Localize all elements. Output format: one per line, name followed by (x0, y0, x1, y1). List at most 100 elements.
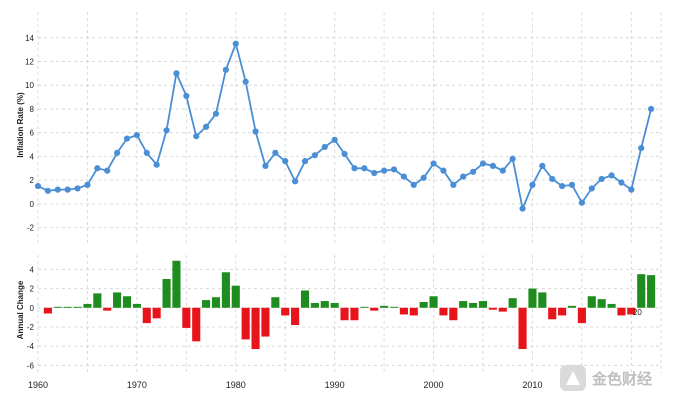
inflation-line (37, 40, 652, 212)
annual-change-bar (567, 305, 577, 308)
annual-change-bar (113, 292, 122, 308)
annual-change-bar (202, 300, 211, 308)
watermark-text: 金色财经 (591, 370, 652, 388)
annual-change-bar (162, 278, 171, 308)
inflation-point (193, 133, 200, 140)
grid-lines (37, 12, 662, 373)
annual-change-bar (577, 307, 586, 324)
x-tick-label: 2010 (522, 380, 542, 390)
annual-change-bar (587, 296, 596, 308)
inflation-point (351, 165, 358, 172)
inflation-point (212, 110, 220, 117)
annual-change-y-tick-label: -6 (27, 361, 35, 370)
annual-change-bar (330, 302, 339, 308)
annual-change-bar (380, 305, 389, 308)
inflation-point (331, 136, 338, 143)
annual-change-bar (558, 307, 567, 316)
annual-change-bar (122, 296, 132, 308)
inflation-point (479, 160, 487, 167)
inflation-point (183, 92, 190, 100)
annual-change-bar (647, 275, 656, 308)
inflation-point (301, 158, 309, 165)
inflation-point (163, 127, 170, 134)
annual-change-bar (617, 307, 626, 316)
inflation-point (410, 181, 417, 188)
annual-change-bar (211, 297, 221, 308)
annual-change-bar (53, 306, 62, 308)
annual-change-bar (409, 307, 418, 316)
annual-change-bar (627, 307, 636, 315)
annual-change-bar (597, 299, 606, 308)
x-tick-label: 1990 (325, 380, 345, 390)
annual-change-bar (459, 301, 468, 308)
inflation-point (321, 143, 328, 151)
annual-change-bar (439, 307, 448, 316)
annual-change-bar (281, 307, 290, 316)
inflation-point (341, 150, 348, 158)
annual-change-bar (93, 293, 102, 308)
annual-change-bar (132, 303, 141, 308)
inflation-point (430, 160, 437, 167)
inflation-point (499, 167, 506, 174)
inflation-point (648, 105, 655, 113)
inflation-point (549, 175, 556, 183)
inflation-point (400, 173, 407, 180)
inflation-y-tick-label: 10 (25, 81, 34, 90)
annual-change-bar (43, 307, 52, 314)
inflation-point (84, 181, 91, 188)
annual-change-y-label: Annual Change (16, 280, 25, 339)
x-tick-label: 1960 (28, 380, 48, 390)
inflation-y-label: Inflation Rate (%) (16, 92, 25, 158)
annual-change-bar (478, 301, 488, 308)
annual-change-bar (360, 306, 369, 308)
annual-change-bar (152, 307, 161, 319)
annual-change-bar (73, 306, 82, 308)
annual-change-bar (182, 307, 191, 328)
x-tick-label-partial: 20 (633, 308, 642, 317)
annual-change-bar (142, 307, 151, 324)
inflation-point (381, 167, 388, 174)
inflation-y-tick-label: 4 (30, 152, 35, 161)
annual-change-y-ticks: -6 -4 -2 0 2 4 (27, 265, 35, 370)
annual-change-bar (63, 306, 72, 308)
x-tick-label: 1970 (127, 380, 147, 390)
inflation-y-tick-label: -2 (27, 224, 35, 233)
annual-change-bar (607, 303, 616, 308)
inflation-point (34, 182, 42, 190)
inflation-point (242, 78, 249, 85)
annual-change-bar (518, 307, 527, 350)
inflation-point (222, 66, 229, 73)
annual-change-bar (350, 307, 359, 321)
annual-change-bar (538, 292, 547, 308)
annual-change-bar (172, 260, 181, 308)
inflation-point (509, 155, 516, 162)
inflation-point (44, 187, 51, 194)
annual-change-bar (103, 307, 112, 311)
inflation-point (638, 145, 645, 152)
annual-change-y-tick-label: -2 (27, 323, 35, 332)
inflation-point (143, 149, 150, 156)
annual-change-bar (370, 307, 379, 311)
inflation-point (54, 186, 61, 193)
annual-change-bar (310, 302, 319, 308)
inflation-point (311, 152, 318, 159)
annual-change-y-tick-label: 4 (30, 265, 35, 274)
annual-change-bar (251, 307, 260, 350)
annual-change-bars (43, 260, 656, 350)
annual-change-bar (449, 307, 458, 321)
inflation-y-tick-label: 14 (25, 34, 34, 43)
inflation-y-tick-label: 8 (30, 105, 35, 114)
x-tick-label: 2000 (424, 380, 444, 390)
annual-change-bar (498, 307, 507, 312)
annual-change-bar (300, 290, 310, 308)
inflation-point (578, 199, 585, 206)
inflation-point (123, 135, 131, 142)
inflation-y-tick-label: 2 (30, 176, 35, 185)
inflation-point (272, 149, 279, 156)
inflation-point (440, 167, 447, 174)
inflation-point (64, 186, 71, 193)
inflation-point (203, 123, 210, 130)
x-axis-ticks: 1960 1970 1980 1990 2000 2010 20 (28, 308, 642, 390)
inflation-point (450, 181, 457, 188)
